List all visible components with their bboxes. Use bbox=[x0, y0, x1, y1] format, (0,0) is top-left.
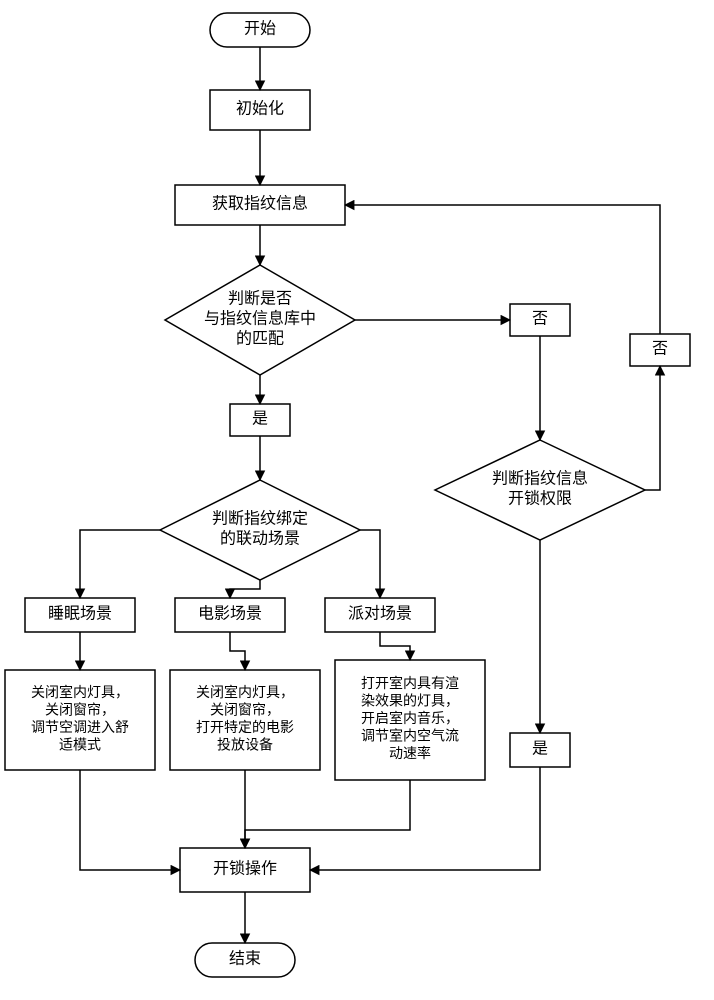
svg-text:与指纹信息库中: 与指纹信息库中 bbox=[204, 310, 316, 328]
edge bbox=[230, 632, 245, 670]
edge bbox=[80, 530, 160, 598]
svg-text:结束: 结束 bbox=[229, 950, 261, 968]
svg-text:调节室内空气流: 调节室内空气流 bbox=[361, 728, 459, 745]
svg-text:动速率: 动速率 bbox=[389, 745, 431, 762]
edge bbox=[310, 767, 540, 870]
svg-text:电影场景: 电影场景 bbox=[198, 605, 262, 623]
svg-text:投放设备: 投放设备 bbox=[217, 736, 273, 753]
svg-text:适模式: 适模式 bbox=[59, 737, 101, 753]
svg-text:开锁权限: 开锁权限 bbox=[508, 490, 572, 508]
svg-text:睡眠场景: 睡眠场景 bbox=[48, 605, 112, 623]
svg-text:开始: 开始 bbox=[244, 20, 276, 38]
edge bbox=[80, 770, 180, 870]
svg-text:判断指纹绑定: 判断指纹绑定 bbox=[212, 510, 308, 528]
svg-text:开锁操作: 开锁操作 bbox=[213, 860, 277, 878]
svg-text:染效果的灯具，: 染效果的灯具， bbox=[361, 694, 459, 710]
edge bbox=[380, 632, 410, 660]
svg-text:关闭室内灯具，: 关闭室内灯具， bbox=[31, 684, 129, 701]
svg-text:判断指纹信息: 判断指纹信息 bbox=[492, 470, 588, 488]
svg-text:初始化: 初始化 bbox=[236, 100, 284, 118]
svg-text:开启室内音乐，: 开启室内音乐， bbox=[361, 710, 459, 727]
svg-text:关闭窗帘，: 关闭窗帘， bbox=[45, 701, 115, 718]
svg-text:打开室内具有渲: 打开室内具有渲 bbox=[361, 675, 459, 692]
svg-text:否: 否 bbox=[652, 341, 668, 358]
flowchart: 开始初始化获取指纹信息判断是否与指纹信息库中的匹配是 否判断指纹绑定的联动场景 判断… bbox=[0, 0, 714, 1000]
svg-text:的匹配: 的匹配 bbox=[236, 330, 284, 348]
edge bbox=[345, 205, 660, 334]
edge bbox=[245, 780, 410, 848]
svg-text:否: 否 bbox=[532, 311, 548, 328]
edge bbox=[360, 530, 380, 598]
svg-text:是: 是 bbox=[252, 411, 268, 428]
svg-text:关闭窗帘，: 关闭窗帘， bbox=[210, 701, 280, 718]
edge bbox=[230, 580, 260, 598]
svg-text:判断是否: 判断是否 bbox=[228, 290, 292, 308]
svg-text:的联动场景: 的联动场景 bbox=[220, 530, 300, 548]
svg-text:打开特定的电影: 打开特定的电影 bbox=[196, 719, 294, 736]
edge bbox=[645, 366, 660, 490]
svg-text:获取指纹信息: 获取指纹信息 bbox=[212, 195, 308, 213]
svg-text:关闭室内灯具，: 关闭室内灯具， bbox=[196, 684, 294, 701]
svg-text:是: 是 bbox=[532, 741, 548, 758]
svg-text:派对场景: 派对场景 bbox=[348, 605, 412, 623]
svg-text:调节空调进入舒: 调节空调进入舒 bbox=[31, 720, 129, 736]
